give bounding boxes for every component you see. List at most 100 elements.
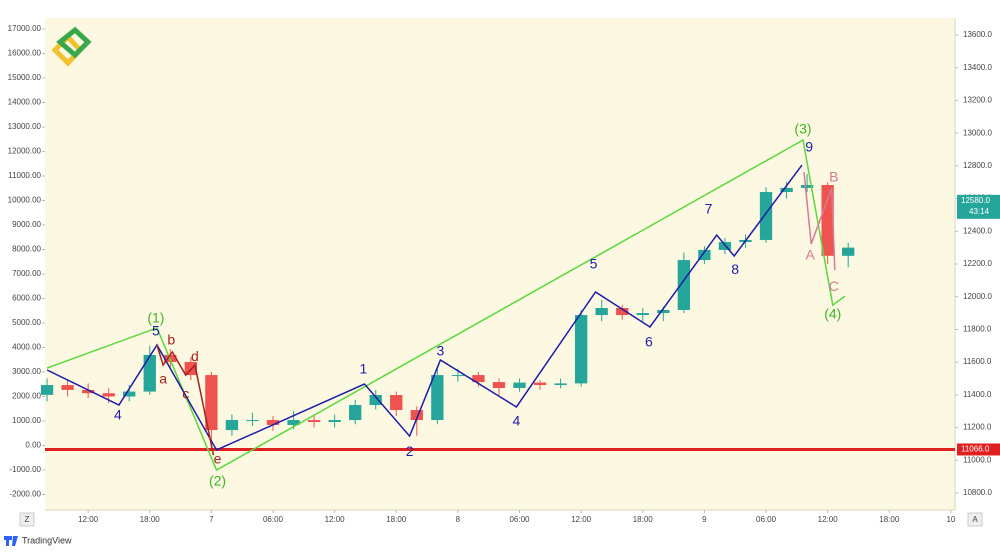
y2-tick-label: 1000.00 [12,416,41,425]
candle-body [657,309,670,314]
candle-body [81,389,95,394]
wave-label: 1 [359,361,367,377]
candle-body [410,410,423,421]
y-tick-label: 12000.0 [963,292,992,301]
x-tick-label: 18:00 [879,515,900,524]
y-tick-label: 13200.0 [963,96,992,105]
y2-tick-label: 14000.00 [8,98,42,107]
source: TradingView [22,535,72,545]
candle-body [40,385,54,395]
scale-button-label[interactable]: Z [25,515,30,524]
countdown: 43:14 [969,207,990,216]
candle-body [205,375,218,431]
y2-tick-label: 7000.00 [12,269,41,278]
wave-label: C [829,278,839,294]
y-tick-label: 11200.0 [963,423,992,432]
candle-body [677,260,691,310]
last-price-label: 12580.0 [961,196,990,205]
wave-line [803,172,836,271]
candle-body [246,420,259,422]
candle-body [431,375,444,421]
x-tick-label: 06:00 [756,515,777,524]
candle-body [554,383,567,386]
candle-body [225,420,239,431]
x-tick-label: 18:00 [386,515,407,524]
y2-tick-label: 17000.00 [8,24,42,33]
wave-label: 5 [590,256,598,272]
x-tick-label: 12:00 [78,515,99,524]
y-tick-label: 13400.0 [963,63,992,72]
candle-body [574,315,588,384]
candle-body [451,375,465,377]
candle-body [328,420,341,423]
y-tick-label: 11400.0 [963,390,992,399]
y2-tick-label: 12000.00 [8,147,42,156]
wave-label: 4 [513,413,521,429]
wave-label: 3 [437,343,445,359]
y2-tick-label: 6000.00 [12,294,41,303]
wave-label: B [829,169,838,185]
candle-body [492,382,506,388]
candle-body [123,391,136,397]
source-logo [4,536,18,546]
wave-line [46,138,846,472]
wave-label: a [159,371,167,387]
y-tick-label: 11800.0 [963,325,992,334]
wave-label: 5 [152,323,160,339]
candle-body [533,382,547,386]
wave-label: 6 [645,334,653,350]
y-tick-label: 13600.0 [963,30,992,39]
x-tick-label: 10 [946,515,955,524]
x-tick-label: 7 [209,515,214,524]
y2-tick-label: 10000.00 [8,196,42,205]
y2-tick-label: 13000.00 [8,122,42,131]
candle-body [616,307,629,316]
y-tick-label: 12200.0 [963,259,992,268]
candle-body [472,375,485,383]
candle-body [513,382,526,388]
wave-label: (3) [794,121,811,137]
wave-label: b [167,332,175,348]
auto-button[interactable] [967,512,983,527]
x-tick-label: 06:00 [509,515,530,524]
x-tick-label: 18:00 [633,515,654,524]
y2-tick-label: 5000.00 [12,318,41,327]
plot-area [45,18,955,510]
candle-body [759,192,773,240]
y2-tick-label: 3000.00 [12,367,41,376]
x-tick-label: 9 [702,515,707,524]
level-label-box [957,443,1000,456]
candle-body [390,395,403,411]
y2-tick-label: 0.00 [25,441,41,450]
y2-tick-label: 2000.00 [12,392,41,401]
x-tick-label: 12:00 [571,515,592,524]
wave-label: e [214,451,222,467]
y-tick-label: 11600.0 [963,357,992,366]
wave-label: 9 [805,139,813,155]
candle-body [349,404,362,421]
level-label: 11066.0 [961,445,990,454]
y2-tick-label: -2000.00 [9,490,41,499]
y2-tick-label: 8000.00 [12,245,41,254]
candle-body [369,395,382,405]
auto-button-label[interactable]: A [972,515,978,524]
wave-label: c [182,386,189,402]
candle-body [102,393,115,397]
candle-body [143,354,156,392]
y-tick-label: 13000.0 [963,128,992,137]
candle-body [636,313,649,316]
scale-button[interactable] [19,512,35,527]
wave-line [156,344,215,456]
y-tick-label: 10800.0 [963,488,992,497]
candle-body [287,420,300,425]
y-tick-label: 11000.0 [963,455,992,464]
candle-body [800,184,814,188]
x-tick-label: 8 [456,515,461,524]
candle-body [595,307,608,316]
y2-tick-label: 9000.00 [12,220,41,229]
candle-body [61,385,74,390]
x-tick-label: 12:00 [325,515,346,524]
candle-body [821,184,834,256]
y2-tick-label: 11000.00 [8,171,41,180]
